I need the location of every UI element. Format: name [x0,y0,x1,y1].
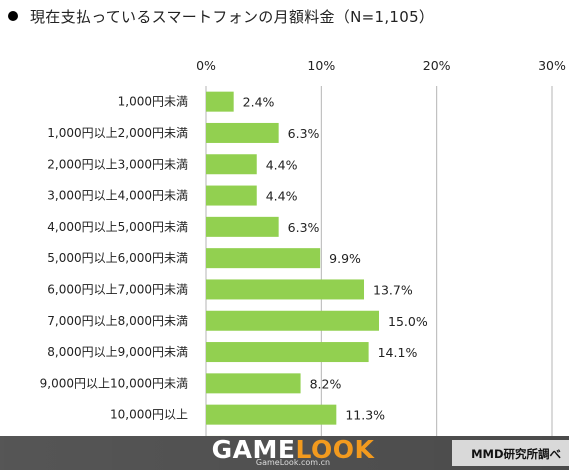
source-background [452,440,569,466]
x-tick-label: 30% [538,58,566,73]
data-label: 4.4% [266,189,298,204]
data-label: 6.3% [288,126,320,141]
category-label: 4,000円以上5,000円未満 [47,220,188,234]
x-tick-label: 0% [196,58,216,73]
category-label: 8,000円以上9,000円未満 [47,345,188,359]
category-label: 9,000円以上10,000円未満 [40,376,188,390]
x-tick-label: 10% [307,58,335,73]
category-label: 5,000円以上6,000円未満 [47,251,188,265]
data-label: 15.0% [388,314,428,329]
chart-title: 現在支払っているスマートフォンの月額料金（N=1,105） [30,7,435,26]
category-label: 7,000円以上8,000円未満 [47,314,188,328]
data-label: 4.4% [266,157,298,172]
bar [206,279,365,300]
data-label: 14.1% [378,345,418,360]
logo-url: GameLook.com.cn [255,458,331,467]
gamelook-logo: GAMELOOK GameLook.com.cn [198,436,388,468]
source-credit: MMD研究所調べ [471,447,561,461]
bar [206,122,279,143]
logo-part-game: GAME [211,435,296,464]
chart-title-row: 現在支払っているスマートフォンの月額料金（N=1,105） [8,6,434,26]
bar [206,216,279,237]
bar [206,310,379,331]
bar [206,154,257,175]
bullet-icon [8,11,18,21]
logo-part-look: LOOK [295,435,375,464]
bar [206,373,301,394]
bar [206,404,337,425]
bar [206,185,257,206]
data-label: 2.4% [243,95,275,110]
category-label: 6,000円以上7,000円未満 [47,282,188,296]
bar [206,91,234,112]
footer-bar: GAMELOOK GameLook.com.cn MMD研究所調べ [0,436,569,470]
bar [206,342,369,363]
category-label: 10,000円以上 [110,408,188,422]
data-label: 9.9% [329,251,361,266]
data-label: 6.3% [288,220,320,235]
category-label: 3,000円以上4,000円未満 [47,189,188,203]
category-label: 2,000円以上3,000円未満 [47,157,188,171]
data-label: 13.7% [373,282,413,297]
x-tick-label: 20% [423,58,451,73]
category-label: 1,000円以上2,000円未満 [47,126,188,140]
logo-wordmark: GAMELOOK [198,436,388,464]
data-label: 11.3% [345,408,385,423]
data-label: 8.2% [310,376,342,391]
bar [206,248,321,269]
category-label: 1,000円未満 [118,95,188,109]
